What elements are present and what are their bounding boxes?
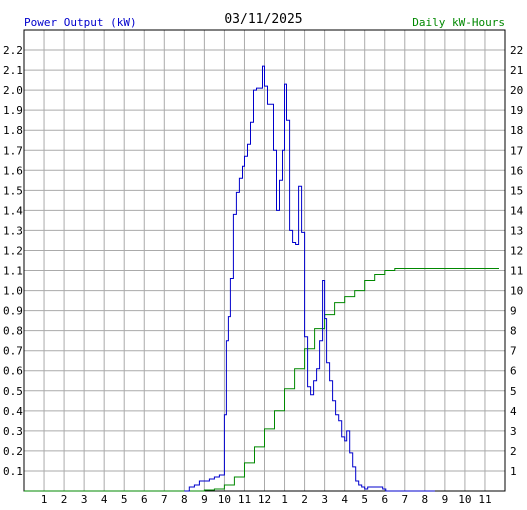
grid-lines xyxy=(24,30,505,491)
x-tick-label: 3 xyxy=(321,493,328,506)
x-tick-label: 1 xyxy=(41,493,48,506)
daily-kwh-line xyxy=(24,268,499,492)
x-tick-label: 8 xyxy=(181,493,188,506)
left-tick-label: 0.9 xyxy=(3,305,23,318)
x-tick-label: 6 xyxy=(381,493,388,506)
right-tick-label: 16 xyxy=(510,164,523,177)
right-axis-label: Daily kW-Hours xyxy=(412,16,505,29)
right-tick-label: 20 xyxy=(510,84,523,97)
right-tick-label: 9 xyxy=(510,305,517,318)
left-tick-label: 2.1 xyxy=(3,64,23,77)
left-tick-label: 1.0 xyxy=(3,285,23,298)
x-tick-label: 10 xyxy=(458,493,471,506)
left-tick-label: 0.4 xyxy=(3,405,23,418)
x-tick-label: 1 xyxy=(281,493,288,506)
x-tick-label: 3 xyxy=(81,493,88,506)
left-tick-label: 2.2 xyxy=(3,44,23,57)
right-tick-label: 14 xyxy=(510,204,524,217)
x-tick-label: 2 xyxy=(61,493,68,506)
left-tick-label: 1.4 xyxy=(3,204,23,217)
right-tick-label: 17 xyxy=(510,144,523,157)
x-tick-label: 4 xyxy=(101,493,108,506)
x-tick-label: 5 xyxy=(121,493,128,506)
left-tick-label: 0.7 xyxy=(3,345,23,358)
x-tick-label: 12 xyxy=(258,493,271,506)
plot-frame xyxy=(23,29,506,492)
left-tick-label: 1.1 xyxy=(3,265,23,278)
left-tick-label: 0.3 xyxy=(3,425,23,438)
right-tick-label: 6 xyxy=(510,365,517,378)
chart-title: 03/11/2025 xyxy=(224,12,303,27)
right-tick-label: 15 xyxy=(510,184,523,197)
x-tick-label: 2 xyxy=(301,493,308,506)
right-tick-label: 2 xyxy=(510,445,517,458)
left-tick-label: 1.6 xyxy=(3,164,23,177)
right-tick-label: 8 xyxy=(510,325,517,338)
x-tick-label: 5 xyxy=(361,493,368,506)
right-tick-label: 18 xyxy=(510,124,523,137)
left-tick-label: 1.2 xyxy=(3,244,23,257)
right-tick-label: 13 xyxy=(510,224,523,237)
left-tick-label: 1.8 xyxy=(3,124,23,137)
x-tick-label: 4 xyxy=(341,493,348,506)
x-tick-label: 8 xyxy=(422,493,429,506)
right-tick-label: 4 xyxy=(510,405,517,418)
left-tick-label: 0.1 xyxy=(3,465,23,478)
right-tick-label: 3 xyxy=(510,425,517,438)
right-tick-label: 7 xyxy=(510,345,517,358)
left-tick-label: 1.3 xyxy=(3,224,23,237)
right-tick-label: 1 xyxy=(510,465,517,478)
power-output-line xyxy=(184,65,435,492)
left-tick-label: 1.7 xyxy=(3,144,23,157)
x-tick-label: 9 xyxy=(442,493,449,506)
left-tick-label: 0.8 xyxy=(3,325,23,338)
left-tick-label: 0.5 xyxy=(3,385,23,398)
x-tick-label: 7 xyxy=(401,493,408,506)
x-tick-label: 7 xyxy=(161,493,168,506)
x-tick-label: 10 xyxy=(218,493,231,506)
right-tick-label: 10 xyxy=(510,285,523,298)
left-tick-label: 2.0 xyxy=(3,84,23,97)
x-tick-label: 6 xyxy=(141,493,148,506)
left-tick-label: 1.5 xyxy=(3,184,23,197)
left-axis-ticks: 0.1 0.2 0.3 0.4 0.5 0.6 0.7 0.8 0.9 1.0 1.1 1.2 1.3 1… xyxy=(3,44,23,478)
right-tick-label: 19 xyxy=(510,104,523,117)
right-tick-label: 21 xyxy=(510,64,523,77)
left-axis-label: Power Output (kW) xyxy=(24,16,137,29)
left-tick-label: 1.9 xyxy=(3,104,23,117)
x-tick-label: 11 xyxy=(238,493,251,506)
right-tick-label: 12 xyxy=(510,244,523,257)
right-tick-label: 5 xyxy=(510,385,517,398)
right-tick-label: 11 xyxy=(510,265,523,278)
x-tick-label: 9 xyxy=(201,493,208,506)
right-tick-label: 22 xyxy=(510,44,523,57)
x-axis-ticks: 1 2 3 4 5 6 7 8 9 10 11 12 1 2 3 4 5 6 7 8 9 10 11 xyxy=(41,493,492,506)
x-tick-label: 11 xyxy=(478,493,491,506)
left-tick-label: 0.2 xyxy=(3,445,23,458)
left-tick-label: 0.6 xyxy=(3,365,23,378)
